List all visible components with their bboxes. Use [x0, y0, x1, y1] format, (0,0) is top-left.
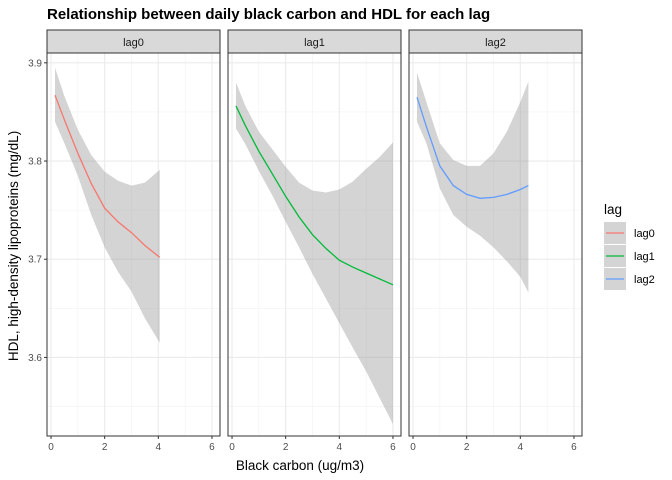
x-tick-label: 6 — [209, 442, 215, 453]
legend-label-lag0: lag0 — [634, 228, 655, 240]
y-tick-label: 3.8 — [28, 157, 42, 168]
y-tick-label: 3.6 — [28, 353, 42, 364]
panel-lag0: lag0 0 2 4 6 3.6 3.7 3.8 3.9 — [28, 29, 221, 453]
x-tick-label: 6 — [571, 442, 577, 453]
panel-lag2: lag2 0 2 4 6 — [408, 29, 583, 453]
panel-border — [46, 52, 221, 437]
y-axis-title: HDL, high-density lipoproteins (mg/dL) — [6, 131, 21, 361]
panel-background — [47, 53, 220, 436]
x-tick-label: 2 — [283, 442, 289, 453]
confidence-band-lag0 — [55, 67, 160, 343]
x-tick-label: 0 — [229, 442, 235, 453]
strip-label-lag0: lag0 — [123, 37, 144, 49]
legend-label-lag1: lag1 — [634, 251, 655, 263]
series-line-lag1 — [235, 105, 394, 286]
strip-label-lag1: lag1 — [304, 37, 325, 49]
x-tick-label: 4 — [156, 442, 162, 453]
chart-title: Relationship between daily black carbon … — [47, 6, 490, 23]
confidence-band-lag1 — [236, 82, 393, 425]
x-tick-label: 2 — [102, 442, 108, 453]
x-axis-title: Black carbon (ug/m3) — [236, 458, 364, 473]
panel-background — [409, 53, 582, 436]
x-tick-label: 4 — [337, 442, 343, 453]
panel-border — [408, 52, 583, 437]
series-line-lag0 — [54, 94, 161, 258]
legend-label-lag2: lag2 — [634, 274, 655, 286]
confidence-band-lag2 — [417, 72, 529, 293]
y-tick-label: 3.7 — [28, 255, 42, 266]
series-line-lag2 — [416, 97, 529, 199]
x-tick-label: 2 — [464, 442, 470, 453]
y-tick-label: 3.9 — [28, 58, 42, 69]
panel-border — [227, 52, 402, 437]
panel-background — [228, 53, 401, 436]
x-tick-label: 6 — [390, 442, 396, 453]
x-tick-label: 4 — [518, 442, 524, 453]
x-tick-label: 0 — [48, 442, 54, 453]
legend-title: lag — [604, 202, 622, 217]
legend: lag lag0 lag1 lag2 — [604, 202, 655, 290]
panel-lag1: lag1 0 2 4 6 — [227, 29, 402, 453]
x-tick-label: 0 — [410, 442, 416, 453]
facet-panels: lag0 0 2 4 6 3.6 3.7 3.8 3.9 lag1 0 2 4 6 lag2 0 2 4 6 — [28, 29, 583, 453]
strip-label-lag2: lag2 — [485, 37, 506, 49]
